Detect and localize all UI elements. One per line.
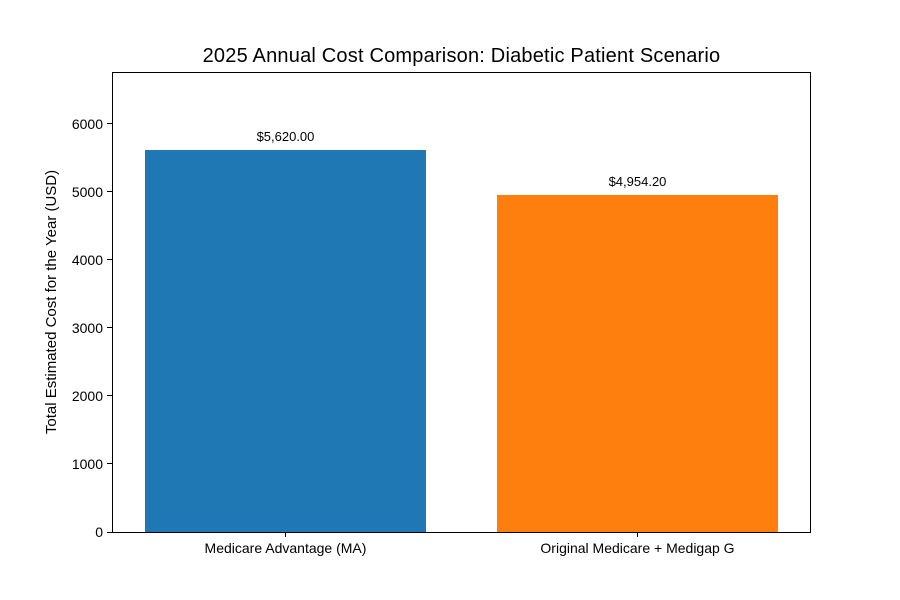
y-tick-mark [107, 259, 112, 261]
bar-value-label: $4,954.20 [608, 173, 667, 189]
x-tick-mark [284, 533, 286, 537]
y-tick-mark [107, 531, 112, 533]
y-tick-label: 4000 [71, 251, 103, 268]
y-tick-label: 2000 [71, 387, 103, 404]
y-tick-label: 0 [95, 524, 103, 540]
y-tick-mark [107, 327, 112, 329]
bar [144, 149, 427, 532]
y-tick-mark [107, 123, 112, 125]
y-tick-mark [107, 191, 112, 193]
y-tick-mark [107, 395, 112, 397]
plot-area: $5,620.00 $4,954.20 [112, 72, 811, 533]
x-tick-label: Original Medicare + Medigap G [540, 540, 735, 556]
y-tick-label: 3000 [71, 319, 103, 336]
chart-title: 2025 Annual Cost Comparison: Diabetic Pa… [202, 45, 721, 67]
y-tick-label: 5000 [71, 183, 103, 200]
y-tick-mark [107, 463, 112, 465]
x-tick-mark [637, 533, 638, 537]
bar-value-label: $5,620.00 [256, 128, 315, 144]
y-tick-label: 6000 [71, 115, 103, 132]
y-tick-label: 1000 [71, 455, 103, 472]
bar [496, 194, 779, 532]
x-tick-label: Medicare Advantage (MA) [204, 540, 367, 556]
